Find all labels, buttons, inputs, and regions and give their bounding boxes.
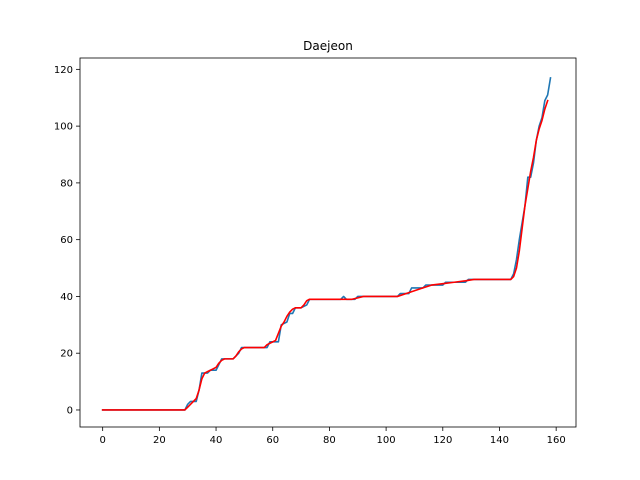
x-tick-label: 80: [323, 435, 336, 446]
x-tick-label: 40: [210, 435, 223, 446]
y-tick-label: 80: [60, 178, 73, 189]
x-axis: 0 20 40 60 80 100 120 140 160: [99, 427, 566, 446]
y-tick-label: 20: [60, 349, 73, 360]
y-tick-label: 40: [60, 292, 73, 303]
x-tick-label: 140: [490, 435, 509, 446]
series-line-2: [101, 99, 549, 411]
y-tick-label: 0: [67, 405, 73, 416]
y-tick-label: 120: [54, 65, 73, 76]
chart-title: Daejeon: [303, 39, 353, 53]
x-tick-label: 100: [377, 435, 396, 446]
plot-frame: [79, 57, 577, 428]
x-tick-label: 120: [433, 435, 452, 446]
x-tick-label: 60: [266, 435, 279, 446]
series-lines: [101, 76, 552, 411]
y-tick-label: 100: [54, 122, 73, 133]
y-axis: 0 20 40 60 80 100 120: [54, 65, 80, 416]
x-tick-label: 160: [547, 435, 566, 446]
x-tick-label: 20: [153, 435, 166, 446]
y-tick-label: 60: [60, 235, 73, 246]
x-tick-label: 0: [99, 435, 105, 446]
